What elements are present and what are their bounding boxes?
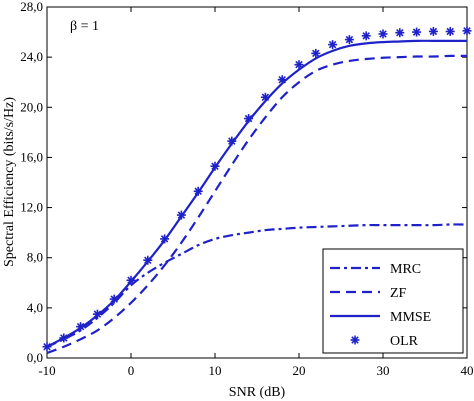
- series-olr-marker: [59, 333, 69, 343]
- series-olr-marker: [42, 342, 52, 352]
- x-tick-label: 10: [209, 363, 222, 378]
- series-olr-marker: [92, 309, 102, 319]
- y-tick-label: 16,0: [20, 149, 43, 164]
- series-mrc-line: [46, 223, 468, 348]
- series-olr-marker: [227, 136, 237, 146]
- series-olr-marker: [76, 322, 86, 332]
- x-axis-ticks: -10 0 10 20 30 40: [38, 7, 474, 378]
- series-olr-marker: [328, 40, 338, 50]
- series-olr-marker: [109, 294, 119, 304]
- series-olr-marker: [176, 210, 186, 220]
- series-olr-marker: [294, 60, 304, 70]
- series-olr-marker: [445, 26, 455, 36]
- series-olr-marker: [361, 31, 371, 41]
- legend-box: [322, 248, 464, 354]
- y-tick-label: 28,0: [20, 0, 43, 14]
- y-axis-ticks: 0,0 4,0 8,0 12,0 16,0 20,0 24,0 28,0: [20, 0, 467, 365]
- legend-mrc-label: MRC: [390, 262, 421, 277]
- series-olr-marker: [160, 234, 170, 244]
- series-olr-marker: [378, 29, 388, 39]
- series-olr-marker: [143, 255, 153, 265]
- legend-olr-label: OLR: [390, 334, 419, 349]
- y-tick-label: 20,0: [20, 99, 43, 114]
- legend-zf-label: ZF: [390, 286, 407, 301]
- series-layer: [42, 26, 472, 355]
- x-axis-title: SNR (dB): [229, 385, 286, 400]
- y-tick-label: 8,0: [27, 250, 43, 265]
- y-axis-title: Spectral Efficiency (bits/s/Hz): [2, 97, 17, 267]
- series-olr-marker: [428, 26, 438, 36]
- series-zf-line: [46, 54, 468, 355]
- series-olr-marker: [126, 275, 136, 285]
- series-olr-marker: [260, 92, 270, 102]
- x-tick-label: 30: [377, 363, 390, 378]
- series-olr-marker: [193, 186, 203, 196]
- series-olr-marker: [395, 28, 405, 38]
- series-olr-marker: [412, 27, 422, 37]
- series-olr-marker: [244, 114, 254, 124]
- beta-annotation: β = 1: [70, 19, 99, 34]
- y-tick-label: 0,0: [27, 350, 43, 365]
- x-tick-label: 40: [461, 363, 474, 378]
- y-tick-label: 12,0: [20, 200, 43, 215]
- legend-olr-marker: [350, 335, 360, 345]
- series-olr-marker: [462, 26, 472, 36]
- series-olr-marker: [344, 35, 354, 45]
- series-olr-marker: [311, 48, 321, 58]
- legend-mmse-label: MMSE: [390, 310, 431, 325]
- x-tick-label: 20: [293, 363, 306, 378]
- series-olr-marker: [277, 75, 287, 85]
- x-tick-label: -10: [38, 363, 55, 378]
- y-tick-label: 4,0: [27, 300, 43, 315]
- y-tick-label: 24,0: [20, 49, 43, 64]
- series-olr: [42, 26, 472, 352]
- series-olr-marker: [210, 161, 220, 171]
- x-tick-label: 0: [128, 363, 135, 378]
- legend: MRC ZF MMSE OLR: [322, 248, 464, 354]
